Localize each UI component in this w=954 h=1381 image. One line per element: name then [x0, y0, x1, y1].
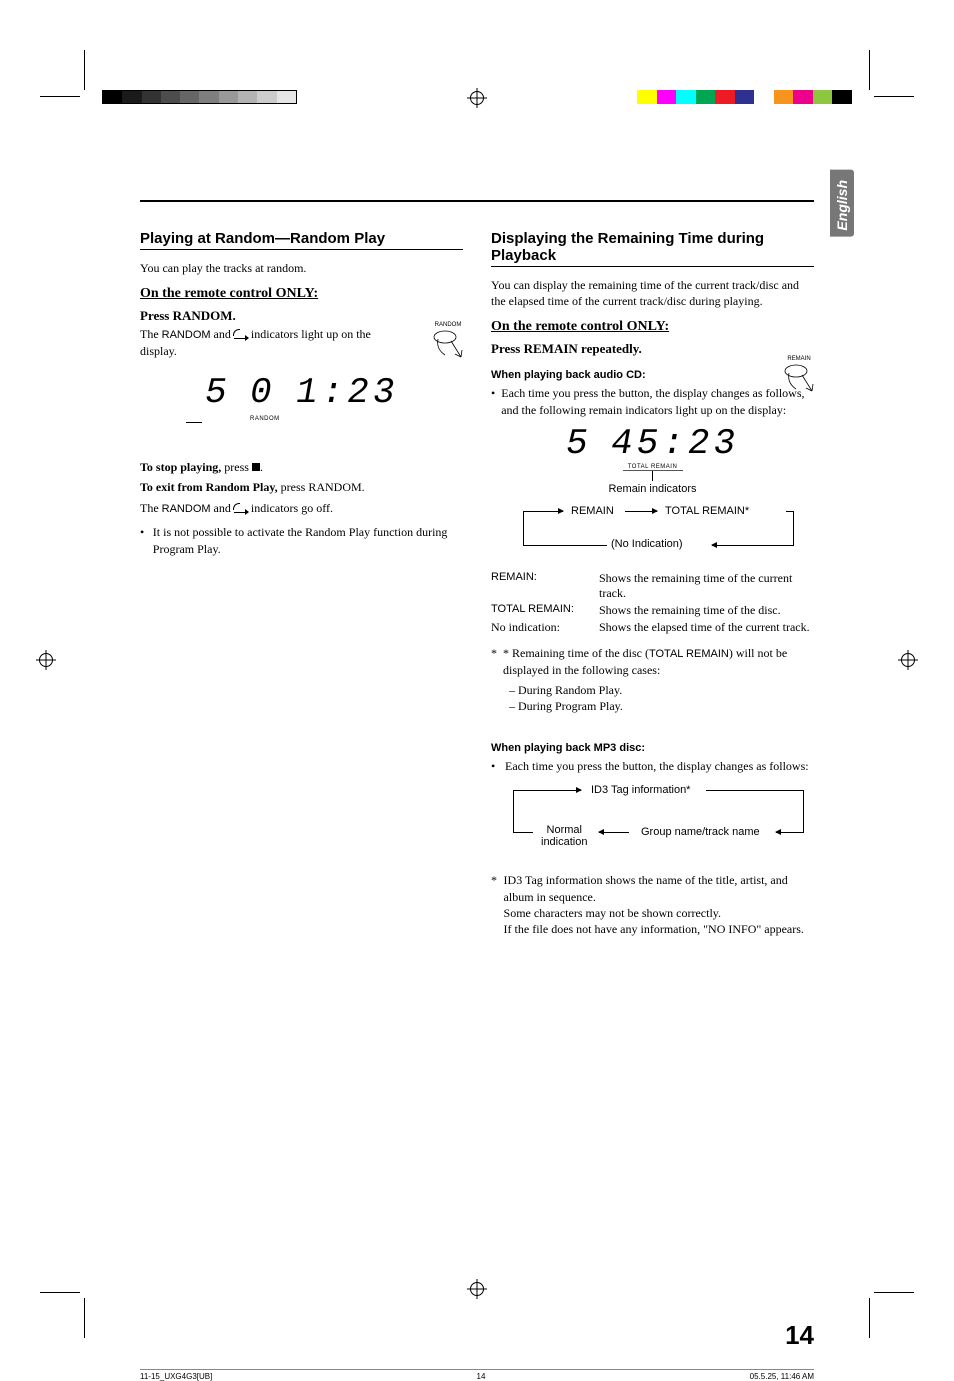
color-bar: [637, 90, 852, 104]
stop-icon: [252, 463, 260, 471]
color-swatch: [637, 90, 657, 104]
note-bullet: •It is not possible to activate the Rand…: [140, 524, 463, 556]
color-swatch: [676, 90, 696, 104]
gray-swatch: [103, 91, 122, 103]
gray-swatch: [161, 91, 180, 103]
color-swatch: [793, 90, 813, 104]
definition-row: REMAIN: Shows the remaining time of the c…: [491, 571, 814, 601]
shuffle-icon: [234, 505, 248, 513]
definition-row: No indication: Shows the elapsed time of …: [491, 620, 814, 635]
lcd-display-random: 5 0 1:23 RANDOM: [140, 375, 463, 423]
crop-mark: [40, 96, 80, 97]
exit-random-text: To exit from Random Play, press RANDOM.: [140, 479, 463, 495]
heading-underline: [491, 266, 814, 267]
gray-ramp-bar: [102, 90, 297, 104]
gray-swatch: [180, 91, 199, 103]
crop-mark: [84, 50, 85, 90]
gray-swatch: [238, 91, 257, 103]
registration-mark: [36, 650, 56, 670]
definition-value: Shows the remaining time of the disc.: [599, 603, 814, 618]
horizontal-rule: [140, 200, 814, 202]
lcd-display-remain: 5 45:23 TOTAL REMAIN Remain indicators: [553, 426, 753, 495]
color-swatch: [754, 90, 774, 104]
registration-mark: [467, 88, 487, 108]
footer-file: 11-15_UXG4G3[UB]: [140, 1372, 212, 1381]
gray-swatch: [199, 91, 218, 103]
heading-underline: [140, 249, 463, 250]
definition-value: Shows the elapsed time of the current tr…: [599, 620, 814, 635]
lcd-random-label: RANDOM: [250, 416, 280, 422]
right-column: Displaying the Remaining Time during Pla…: [491, 230, 814, 941]
star-items: – During Random Play.– During Program Pl…: [509, 682, 814, 714]
cd-subheading: When playing back audio CD:: [491, 369, 814, 381]
gray-swatch: [122, 91, 141, 103]
color-swatch: [715, 90, 735, 104]
press-remain-label: Press REMAIN repeatedly.: [491, 341, 814, 357]
color-swatch: [696, 90, 716, 104]
color-swatch: [735, 90, 755, 104]
page-content: Playing at Random—Random Play You can pl…: [140, 200, 814, 941]
subheading-remote: On the remote control ONLY:: [140, 286, 463, 302]
footer-timestamp: 05.5.25, 11:46 AM: [750, 1372, 814, 1381]
intro-text: You can display the remaining time of th…: [491, 277, 814, 309]
definition-value: Shows the remaining time of the current …: [599, 571, 814, 601]
section-heading-random: Playing at Random—Random Play: [140, 230, 463, 247]
mp3-bullet: •Each time you press the button, the dis…: [491, 758, 814, 774]
crop-mark: [40, 1292, 80, 1293]
definitions-table: REMAIN: Shows the remaining time of the c…: [491, 571, 814, 635]
crop-mark: [874, 96, 914, 97]
crop-mark: [874, 1292, 914, 1293]
left-column: Playing at Random—Random Play You can pl…: [140, 230, 463, 941]
star-note: * * Remaining time of the disc (TOTAL RE…: [491, 645, 814, 678]
language-tab: English: [830, 170, 854, 237]
crop-mark: [869, 50, 870, 90]
remote-button-icon: [431, 329, 465, 363]
gray-swatch: [257, 91, 276, 103]
page-number: 14: [785, 1320, 814, 1351]
color-swatch: [774, 90, 794, 104]
definition-key: REMAIN:: [491, 571, 591, 601]
shuffle-icon: [186, 415, 202, 423]
color-swatch: [832, 90, 852, 104]
star-item: – During Random Play.: [509, 682, 814, 698]
random-button-graphic: RANDOM: [429, 322, 467, 363]
press-random-label: Press RANDOM.: [140, 308, 463, 324]
crop-mark: [869, 1298, 870, 1338]
goes-off-text: The RANDOM and indicators go off.: [140, 500, 463, 517]
gray-swatch: [142, 91, 161, 103]
definition-key: TOTAL REMAIN:: [491, 603, 591, 618]
footer-page: 14: [477, 1372, 486, 1381]
random-description: The RANDOM and indicators light up on th…: [140, 326, 400, 359]
intro-text: You can play the tracks at random.: [140, 260, 463, 276]
gray-swatch: [219, 91, 238, 103]
remain-button-graphic: REMAIN: [780, 356, 818, 397]
remain-indicators-caption: Remain indicators: [553, 483, 753, 495]
registration-mark: [467, 1279, 487, 1299]
cd-bullet: •Each time you press the button, the dis…: [491, 385, 814, 417]
flow-diagram-mp3: ID3 Tag information* Normalindication Gr…: [491, 784, 814, 862]
footer: 11-15_UXG4G3[UB] 14 05.5.25, 11:46 AM: [140, 1369, 814, 1381]
crop-mark: [84, 1298, 85, 1338]
shuffle-icon: [234, 331, 248, 339]
mp3-subheading: When playing back MP3 disc:: [491, 742, 814, 754]
color-swatch: [813, 90, 833, 104]
registration-mark: [898, 650, 918, 670]
color-swatch: [657, 90, 677, 104]
id3-note: * ID3 Tag information shows the name of …: [491, 872, 814, 937]
definition-key: No indication:: [491, 620, 591, 635]
section-heading-remain: Displaying the Remaining Time during Pla…: [491, 230, 814, 264]
star-item: – During Program Play.: [509, 698, 814, 714]
stop-playing-text: To stop playing, press .: [140, 459, 463, 475]
remote-button-icon: [782, 363, 816, 397]
subheading-remote: On the remote control ONLY:: [491, 319, 814, 335]
flow-diagram-cd: REMAIN TOTAL REMAIN* (No Indication): [491, 505, 814, 561]
gray-swatch: [277, 91, 296, 103]
definition-row: TOTAL REMAIN: Shows the remaining time of…: [491, 603, 814, 618]
